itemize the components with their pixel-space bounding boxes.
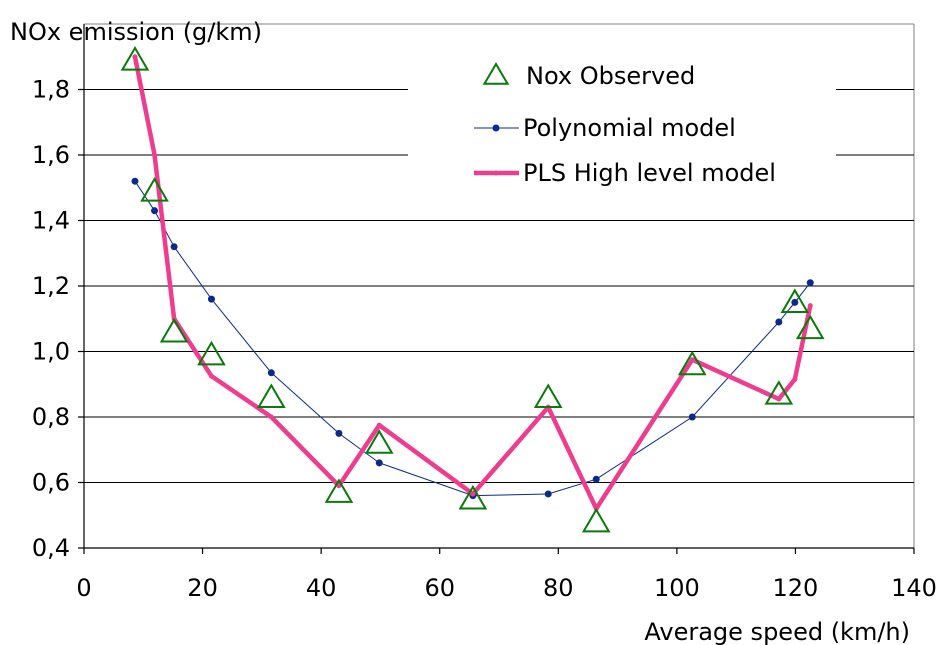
x-tick-label: 80 <box>543 574 574 602</box>
polynomial-model-point <box>791 298 799 306</box>
y-tick-label: 0,8 <box>32 403 70 431</box>
legend-pls-label: PLS High level model <box>523 159 776 187</box>
x-tick-label: 20 <box>187 574 218 602</box>
pls-model-point <box>376 422 382 428</box>
polynomial-model-point <box>207 295 215 303</box>
polynomial-model-point <box>335 429 343 437</box>
y-axis-label: NOx emission (g/km) <box>10 18 262 46</box>
observed-point <box>140 177 169 202</box>
polynomial-model-line <box>134 180 811 497</box>
series <box>120 46 825 533</box>
pls-model-point <box>152 152 158 158</box>
observed-point <box>257 383 286 408</box>
pls-model-point <box>776 396 782 402</box>
observed-point <box>324 478 354 503</box>
y-tick-label: 0,4 <box>32 534 70 562</box>
polynomial-model-point <box>267 369 275 377</box>
observed-point <box>780 288 810 313</box>
polynomial-model-point <box>131 177 139 185</box>
pls-model-point <box>132 54 138 60</box>
observed-point <box>364 429 394 454</box>
polynomial-model-point <box>592 475 600 483</box>
pls-model-point <box>336 483 342 489</box>
pls-model-point <box>807 303 813 309</box>
polynomial-model-point <box>688 413 696 421</box>
observed-point <box>764 380 794 405</box>
polynomial-model-point <box>375 459 383 467</box>
legend-polynomial-marker <box>492 124 500 132</box>
polynomial-model-point <box>170 243 178 251</box>
polynomial-model-point <box>775 318 783 326</box>
x-axis-label: Average speed (km/h) <box>644 618 910 645</box>
polynomial-model-point <box>544 490 552 498</box>
pls-model-point <box>470 491 476 497</box>
x-tick-label: 120 <box>773 574 819 602</box>
y-tick-label: 1,4 <box>32 207 70 235</box>
x-tick-label: 0 <box>76 574 91 602</box>
polynomial-model-point <box>151 207 159 215</box>
x-tick-label: 140 <box>891 574 937 602</box>
pls-model-point <box>792 376 798 382</box>
x-tick-label: 60 <box>424 574 455 602</box>
y-tick-label: 0,6 <box>32 469 70 497</box>
x-tick-label: 100 <box>654 574 700 602</box>
pls-model-point <box>268 414 274 420</box>
axes: 0,4 0,6 0,8 1,0 1,2 1,4 1,6 1,8 0 20 40 60 80 100 120 1… <box>32 24 937 602</box>
observed-point <box>795 314 825 340</box>
observed-point <box>120 46 150 71</box>
legend-background <box>408 52 836 194</box>
legend: Nox Observed Polynomial model PLS High lev… <box>408 52 836 194</box>
pls-model-point <box>208 373 214 379</box>
legend-observed-marker <box>482 62 510 85</box>
observed-point <box>159 317 189 343</box>
legend-observed-label: Nox Observed <box>526 62 695 90</box>
pls-model-line <box>132 56 813 511</box>
legend-pls-marker <box>493 170 499 176</box>
observed-point <box>677 350 707 376</box>
observed-point <box>581 507 611 533</box>
y-tick-label: 1,2 <box>32 272 70 300</box>
observed-point <box>533 383 563 408</box>
y-tick-label: 1,0 <box>32 338 70 366</box>
x-tick-label: 40 <box>306 574 337 602</box>
y-tick-label: 1,6 <box>32 141 70 169</box>
y-tick-label: 1,8 <box>32 76 70 104</box>
observed-point <box>197 340 226 366</box>
observed-point <box>458 484 488 510</box>
pls-model-point <box>689 357 695 363</box>
polynomial-model-point <box>806 279 814 287</box>
legend-polynomial-label: Polynomial model <box>523 114 736 142</box>
